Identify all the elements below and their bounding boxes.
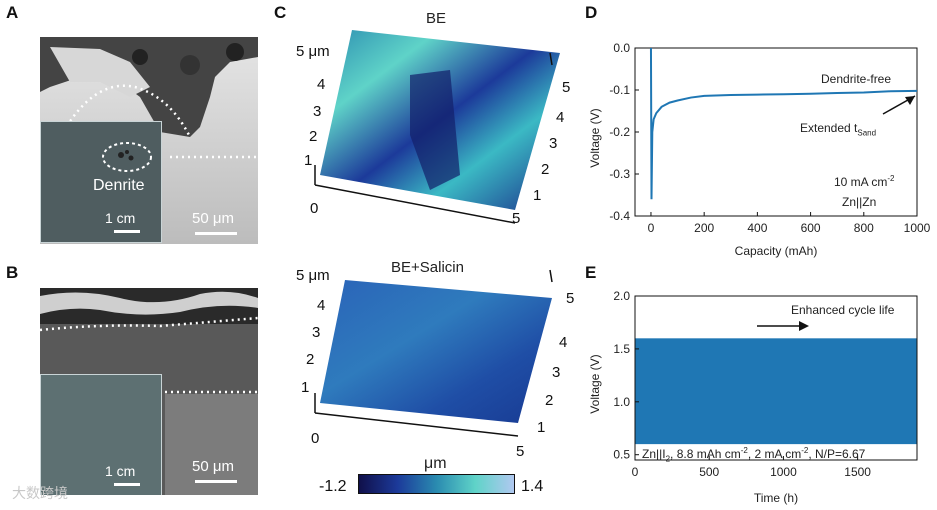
colorbar-max: 1.4 (521, 478, 544, 495)
caption-part-b: , 8.8 mAh cm (670, 447, 741, 461)
chart-e-ytick-label: 0.5 (613, 448, 630, 462)
chart-e-voltage-band (635, 338, 917, 445)
z-tick-bottom-4: 4 (317, 297, 326, 314)
caption-sup-1: -2 (740, 446, 748, 455)
chart-e-xtick-label: 1000 (770, 465, 797, 479)
z-tick-top-2: 2 (309, 128, 318, 145)
surface-plot-top (314, 30, 560, 224)
panel-label-d: D (585, 3, 598, 22)
chart-d-ytick-label: -0.3 (609, 167, 630, 181)
y-tick-bottom-1: 1 (537, 419, 546, 436)
surface-plot-bottom (314, 269, 553, 437)
sem-image-b: 1 cm 50 μm (40, 288, 258, 495)
sem-scale-bar-b (195, 480, 237, 483)
chart-e: 0 500 1000 1500 0.5 1.0 1.5 2.0 Voltage (V) Tim… (588, 289, 918, 505)
annotation-arrowhead-d (905, 96, 915, 105)
y-tick-top-2: 2 (541, 161, 550, 178)
panel-label-a: A (6, 3, 19, 22)
caption-sub: 2 (665, 454, 671, 464)
chart-d-series-line (649, 47, 918, 200)
chart-e-xlabel: Time (h) (754, 491, 798, 505)
y-tick-bottom-2: 2 (545, 392, 554, 409)
caption-part-d: , N/P=6.67 (808, 447, 866, 461)
chart-e-xtick-label: 0 (632, 465, 639, 479)
chart-d-xtick-label: 1000 (904, 221, 931, 235)
chart-e-xtick-label: 500 (699, 465, 719, 479)
chart-d-ylabel: Voltage (V) (588, 108, 602, 167)
z-tick-bottom-2: 2 (306, 351, 315, 368)
z-tick-top-3: 3 (313, 103, 322, 120)
caption-sup-2: -2 (801, 446, 809, 455)
colorbar-unit: μm (424, 455, 447, 472)
annot-current-text: 10 mA cm (834, 175, 888, 189)
y-tick-top-5: 5 (562, 79, 571, 96)
sem-scale-label-a: 50 μm (192, 210, 234, 227)
sem-image-a: Denrite 1 cm 50 μm (40, 37, 258, 244)
x-tick-top-5: 5 (512, 210, 521, 227)
panel-label-b: B (6, 263, 19, 282)
x-tick-bottom-0: 0 (311, 430, 320, 447)
chart-d-xtick-label: 200 (694, 221, 714, 235)
chart-d-xtick-label: 600 (801, 221, 821, 235)
y-tick-top-3: 3 (549, 135, 558, 152)
sem-scale-label-b: 50 μm (192, 458, 234, 475)
photo-inset-b: 1 cm (40, 374, 162, 495)
annotation-arrowhead-e (799, 321, 809, 331)
y-tick-bottom-3: 3 (552, 364, 561, 381)
annot-dendrite-free: Dendrite-free (821, 72, 892, 86)
colorbar (358, 474, 515, 494)
inset-scale-bar-a (114, 230, 140, 233)
z-unit-bottom: 5 μm (296, 267, 330, 284)
chart-d-ytick-label: -0.2 (609, 125, 630, 139)
chart-e-caption: Zn||I2, 8.8 mAh cm-2, 2 mA cm-2, N/P=6.6… (642, 446, 865, 463)
colorbar-min: -1.2 (319, 478, 347, 495)
chart-e-xtick-label: 1500 (844, 465, 871, 479)
caption-part-a: Zn||I (642, 447, 666, 461)
chart-e-ylabel: Voltage (V) (588, 354, 602, 413)
annot-current-density: 10 mA cm-2 (834, 174, 894, 189)
annot-current-sup: -2 (887, 174, 895, 183)
dendrite-label: Denrite (93, 177, 145, 194)
z-tick-top-4: 4 (317, 76, 326, 93)
inset-scale-label-a: 1 cm (105, 210, 136, 226)
chart-d-ytick-label: -0.4 (609, 209, 630, 223)
chart-d-ytick-label: 0.0 (613, 41, 630, 55)
chart-d-ytick-label: -0.1 (609, 83, 630, 97)
x-tick-top-0: 0 (310, 200, 319, 217)
photo-inset-a: Denrite 1 cm (40, 121, 162, 243)
chart-d-xtick-label: 0 (648, 221, 655, 235)
y-tick-top-4: 4 (556, 109, 565, 126)
y-tick-bottom-5: 5 (566, 290, 575, 307)
inset-scale-label-b: 1 cm (105, 463, 136, 479)
panel-label-e: E (585, 263, 597, 282)
panel-label-c: C (274, 3, 287, 22)
z-unit-top: 5 μm (296, 43, 330, 60)
inset-scale-bar-b (114, 483, 140, 486)
chart-e-ytick-label: 1.5 (613, 342, 630, 356)
annot-cell-type: Zn||Zn (842, 195, 877, 209)
chart-e-ytick-label: 1.0 (613, 395, 630, 409)
chart-d: 0 200 400 600 800 1000 0.0 -0.1 -0.2 -0.3 -0.4 Vol… (588, 41, 931, 258)
chart-e-frame (634, 295, 918, 461)
sem-scale-bar-a (195, 232, 237, 235)
y-tick-top-1: 1 (533, 187, 542, 204)
annot-extended-text: Extended t (800, 121, 858, 135)
annot-extended-sub: Sand (857, 128, 877, 138)
y-tick-bottom-4: 4 (559, 334, 568, 351)
caption-part-c: , 2 mA cm (747, 447, 802, 461)
chart-d-xtick-label: 800 (854, 221, 874, 235)
x-tick-bottom-5: 5 (516, 443, 525, 460)
annot-extended-tsand: Extended tSand (800, 121, 876, 137)
surface-title-bottom: BE+Salicin (391, 259, 464, 276)
annot-enhanced-cycle-life: Enhanced cycle life (791, 303, 895, 317)
chart-d-xtick-label: 400 (747, 221, 767, 235)
chart-d-xlabel: Capacity (mAh) (735, 244, 818, 258)
z-tick-bottom-1: 1 (301, 379, 310, 396)
surface-title-top: BE (426, 10, 447, 27)
z-tick-bottom-3: 3 (312, 324, 321, 341)
chart-e-ytick-label: 2.0 (613, 289, 630, 303)
watermark: 大数跨境 (12, 485, 68, 501)
z-tick-top-1: 1 (304, 152, 313, 169)
